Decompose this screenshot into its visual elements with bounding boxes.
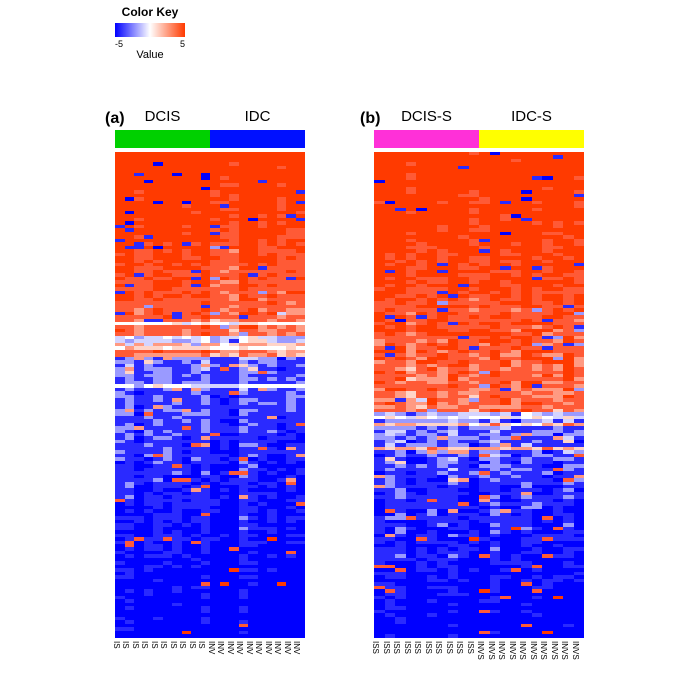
sample-label: IS — [197, 641, 206, 651]
sample-label: INV — [235, 641, 244, 651]
sample-label: ISS — [466, 641, 475, 652]
sample-label: IS — [150, 641, 159, 651]
group-bar — [210, 130, 305, 148]
group-label: IDC-S — [479, 108, 584, 125]
color-key-low-label: -5 — [115, 39, 123, 49]
sample-label: IS — [140, 641, 149, 651]
sample-labels-a: ISISISISISISISISISISINVINVINVINVINVINVIN… — [115, 641, 305, 650]
sample-label: INVS — [529, 641, 538, 652]
sample-label: INVS — [518, 641, 527, 652]
sample-label: ISS — [403, 641, 412, 652]
sample-label: ISS — [413, 641, 422, 652]
group-label: DCIS — [115, 108, 210, 125]
color-key-low — [115, 23, 150, 37]
color-key-ticks: -5 5 — [115, 39, 185, 49]
sample-label: INVS — [539, 641, 548, 652]
sample-label: INV — [292, 641, 301, 651]
sample-label: ISS — [424, 641, 433, 652]
sample-label: ISS — [382, 641, 391, 652]
sample-label: ISS — [392, 641, 401, 652]
sample-label: INVS — [487, 641, 496, 652]
color-key-high — [150, 23, 185, 37]
sample-label: INV — [283, 641, 292, 651]
sample-label: INV — [207, 641, 216, 651]
sample-label: ISS — [371, 641, 380, 652]
sample-label: INV — [273, 641, 282, 651]
sample-label: INV — [254, 641, 263, 651]
group-bar — [115, 130, 210, 148]
sample-label: IS — [188, 641, 197, 651]
heatmap-a — [115, 152, 305, 638]
sample-label: IS — [178, 641, 187, 651]
sample-label: INV — [245, 641, 254, 651]
sample-label: INV — [226, 641, 235, 651]
sample-labels-b: ISSISSISSISSISSISSISSISSISSISSINVSINVSIN… — [374, 641, 584, 650]
sample-label: INVS — [550, 641, 559, 652]
sample-label: ISS — [434, 641, 443, 652]
color-key-high-label: 5 — [180, 39, 185, 49]
sample-label: ISS — [445, 641, 454, 652]
sample-label: IS — [131, 641, 140, 651]
sample-label: ISS — [455, 641, 464, 652]
sample-label: INVS — [560, 641, 569, 652]
color-key: Color Key -5 5 Value — [115, 5, 185, 61]
color-key-title: Color Key — [115, 5, 185, 19]
group-label: IDC — [210, 108, 305, 125]
sample-label: IS — [159, 641, 168, 651]
sample-label: INVS — [476, 641, 485, 652]
sample-label: INVS — [497, 641, 506, 652]
color-key-value-label: Value — [115, 49, 185, 61]
group-bar — [374, 130, 479, 148]
color-key-bar — [115, 23, 185, 37]
sample-label: IS — [121, 641, 130, 651]
group-label: DCIS-S — [374, 108, 479, 125]
sample-label: INV — [264, 641, 273, 651]
group-bar — [479, 130, 584, 148]
sample-label: INV — [216, 641, 225, 651]
sample-label: IS — [169, 641, 178, 651]
sample-label: INVS — [571, 641, 580, 652]
heatmap-b — [374, 152, 584, 638]
sample-label: INVS — [508, 641, 517, 652]
sample-label: IS — [112, 641, 121, 651]
